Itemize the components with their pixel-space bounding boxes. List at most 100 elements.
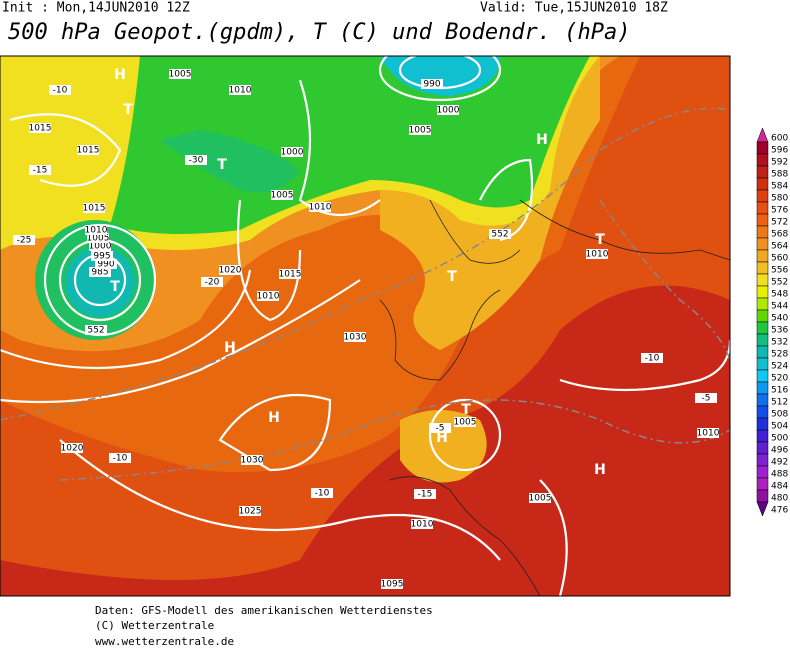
color-swatch bbox=[756, 201, 769, 215]
isoline-label: 1020 bbox=[219, 266, 242, 276]
color-swatch bbox=[756, 249, 769, 263]
color-bar-label: 528 bbox=[771, 350, 788, 360]
label-box bbox=[271, 190, 293, 200]
color-bar-label: 476 bbox=[771, 506, 788, 516]
isoline-label: 1005 bbox=[271, 191, 294, 201]
isoline-label: 1005 bbox=[454, 418, 477, 428]
website: www.wetterzentrale.de bbox=[95, 635, 234, 648]
color-swatch bbox=[756, 393, 769, 407]
isoline-label: 1095 bbox=[381, 580, 404, 590]
color-swatch bbox=[756, 141, 769, 155]
label-box bbox=[381, 579, 403, 589]
isoline-label: 1020 bbox=[61, 444, 84, 454]
label-box bbox=[344, 332, 366, 342]
label-box bbox=[489, 229, 511, 239]
label-box bbox=[95, 259, 117, 269]
isoline-label: -25 bbox=[17, 236, 32, 246]
map-title: 500 hPa Geopot.(gpdm), T (C) und Bodendr… bbox=[8, 20, 631, 45]
label-box bbox=[414, 489, 436, 499]
color-bar-label: 576 bbox=[771, 206, 788, 216]
isoline-label: 1000 bbox=[281, 148, 304, 158]
label-box bbox=[91, 251, 113, 261]
color-swatch bbox=[756, 297, 769, 311]
isoline-label: 1030 bbox=[344, 333, 367, 343]
label-box bbox=[429, 423, 451, 433]
color-bar-label: 536 bbox=[771, 326, 788, 336]
label-box bbox=[529, 493, 551, 503]
isoline-label: 985 bbox=[91, 268, 108, 278]
label-box bbox=[454, 417, 476, 427]
label-box bbox=[257, 291, 279, 301]
color-bar-label: 488 bbox=[771, 470, 788, 480]
color-bar-label: 548 bbox=[771, 290, 788, 300]
color-swatch bbox=[756, 285, 769, 299]
label-box bbox=[311, 488, 333, 498]
map-labels: HT10051010990100010051015T10151000100510… bbox=[13, 67, 720, 590]
isoline-label: 1000 bbox=[437, 106, 460, 116]
isoline-label: 552 bbox=[491, 230, 508, 240]
label-box bbox=[219, 265, 241, 275]
color-swatch bbox=[756, 477, 769, 491]
color-swatch bbox=[756, 261, 769, 275]
color-swatch bbox=[756, 489, 769, 503]
isoline-label: 1000 bbox=[89, 242, 112, 252]
isoline-label: -10 bbox=[645, 354, 660, 364]
label-box bbox=[421, 79, 443, 89]
isoline-label: 1010 bbox=[229, 86, 252, 96]
color-swatch bbox=[756, 357, 769, 371]
color-swatch bbox=[756, 225, 769, 239]
copyright: (C) Wetterzentrale bbox=[95, 619, 214, 632]
color-swatch bbox=[756, 381, 769, 395]
color-swatch bbox=[756, 369, 769, 383]
label-box bbox=[185, 155, 207, 165]
color-bar: 600 596 592 588 584 580 576 572 568 564 560 556 552 5… bbox=[756, 127, 788, 517]
isoline-label: -10 bbox=[315, 489, 330, 499]
label-box bbox=[77, 145, 99, 155]
color-bar-label: 544 bbox=[771, 302, 788, 312]
isoline-label: 1010 bbox=[85, 226, 108, 236]
color-bar-label: 532 bbox=[771, 338, 788, 348]
color-bar-label: 484 bbox=[771, 482, 788, 492]
color-bar-label: 596 bbox=[771, 146, 788, 156]
isoline-label: 1015 bbox=[83, 204, 106, 214]
isoline-label: -10 bbox=[113, 454, 128, 464]
color-bar-label: 564 bbox=[771, 242, 788, 252]
label-box bbox=[83, 203, 105, 213]
label-box bbox=[309, 202, 331, 212]
color-swatch bbox=[756, 189, 769, 203]
color-bar-label: 584 bbox=[771, 182, 788, 192]
color-bar-label: 560 bbox=[771, 254, 788, 264]
color-bar-label: 568 bbox=[771, 230, 788, 240]
label-box bbox=[109, 453, 131, 463]
isoline-label: 1005 bbox=[87, 234, 110, 244]
isoline-label: 1015 bbox=[279, 270, 302, 280]
isoline-label: 990 bbox=[97, 260, 114, 270]
color-bar-label: 492 bbox=[771, 458, 788, 468]
isoline-label: 1015 bbox=[77, 146, 100, 156]
isoline-label: 1030 bbox=[241, 456, 264, 466]
valid-time: Valid: Tue,15JUN2010 18Z bbox=[480, 1, 668, 16]
color-swatch bbox=[756, 345, 769, 359]
label-box bbox=[29, 165, 51, 175]
isoline-label: -20 bbox=[205, 278, 220, 288]
isoline-label: 1010 bbox=[309, 203, 332, 213]
label-box bbox=[411, 519, 433, 529]
data-source: Daten: GFS-Modell des amerikanischen Wet… bbox=[95, 604, 433, 617]
color-swatch bbox=[756, 501, 769, 517]
color-swatch bbox=[756, 417, 769, 431]
color-bar-label: 572 bbox=[771, 218, 788, 228]
color-swatch bbox=[756, 441, 769, 455]
color-bar-label: 516 bbox=[771, 386, 788, 396]
isoline-label: 1025 bbox=[239, 507, 262, 517]
label-box bbox=[89, 267, 111, 277]
color-bar-label: 520 bbox=[771, 374, 788, 384]
color-bar-label: 556 bbox=[771, 266, 788, 276]
color-swatch bbox=[756, 127, 769, 143]
pressure-center: T bbox=[217, 157, 227, 173]
label-box bbox=[279, 269, 301, 279]
label-box bbox=[61, 443, 83, 453]
label-box bbox=[241, 455, 263, 465]
pressure-center: H bbox=[268, 410, 280, 426]
label-box bbox=[29, 123, 51, 133]
